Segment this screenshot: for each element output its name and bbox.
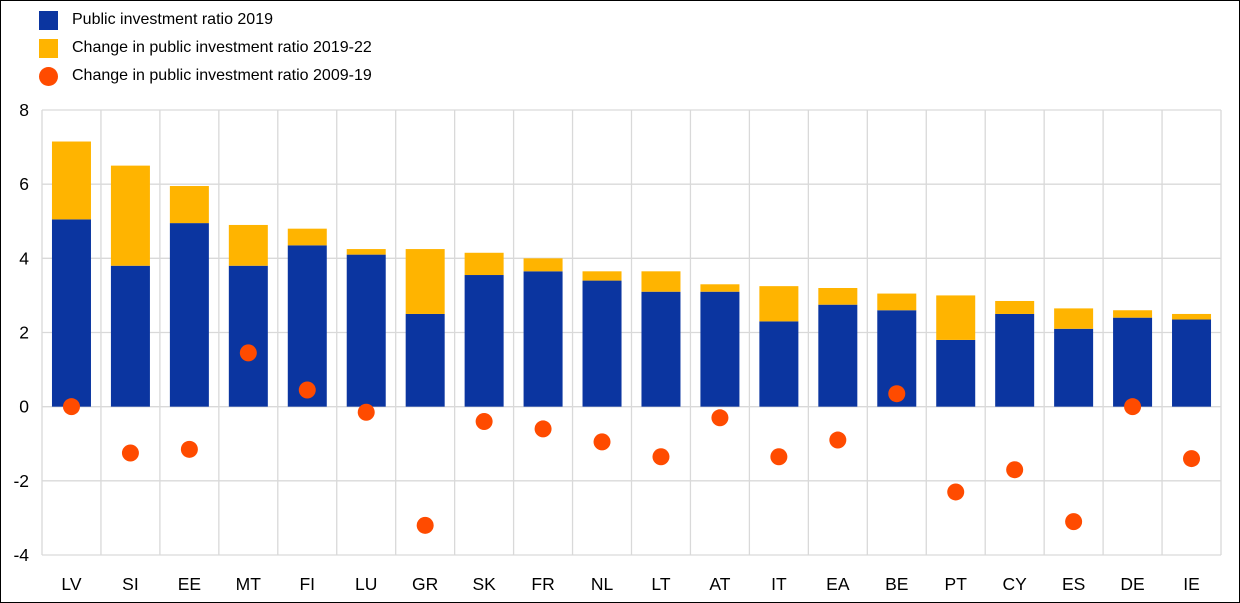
dot-change-2009-19 xyxy=(475,413,493,430)
x-axis-category-label: ES xyxy=(1062,574,1085,594)
x-axis-category-label: SI xyxy=(122,574,139,594)
bar-segment-change-2019-22 xyxy=(346,249,386,255)
yellow-square-legend-icon xyxy=(39,38,58,58)
blue-square-legend-icon xyxy=(39,10,58,30)
x-axis-category-label: AT xyxy=(709,574,730,594)
bar-segment-2019 xyxy=(51,219,91,407)
legend-item-change-2019-22: Change in public investment ratio 2019-2… xyxy=(39,34,372,62)
dot-change-2009-19 xyxy=(416,516,434,534)
bar-segment-change-2019-22 xyxy=(1054,308,1094,329)
bar-segment-change-2019-22 xyxy=(759,286,799,322)
x-axis-category-label: EA xyxy=(826,574,850,594)
dot-change-2009-19 xyxy=(829,431,847,449)
dot-change-2009-19 xyxy=(180,440,198,458)
bar-segment-2019 xyxy=(995,313,1035,407)
dot-change-2009-19 xyxy=(239,344,257,362)
x-axis-category-label: FI xyxy=(299,574,315,594)
dot-change-2009-19 xyxy=(770,448,788,466)
chart-legend: Public investment ratio 2019 Change in p… xyxy=(39,6,372,90)
x-axis-category-label: BE xyxy=(885,574,908,594)
bar-segment-2019 xyxy=(464,275,504,407)
dot-change-2009-19 xyxy=(1183,450,1201,468)
x-axis-category-label: DE xyxy=(1120,574,1144,594)
bar-segment-change-2019-22 xyxy=(51,141,91,220)
y-axis-tick-label: -2 xyxy=(13,471,29,491)
legend-item-change-2009-19: Change in public investment ratio 2009-1… xyxy=(39,62,372,90)
y-axis-tick-label: 4 xyxy=(19,248,29,268)
dot-change-2009-19 xyxy=(1065,513,1083,531)
x-axis-category-label: SK xyxy=(472,574,496,594)
y-axis-tick-label: 8 xyxy=(19,100,29,120)
bar-segment-2019 xyxy=(228,265,268,407)
dot-change-2009-19 xyxy=(1124,398,1142,416)
dot-change-2009-19 xyxy=(711,409,729,427)
bar-segment-change-2019-22 xyxy=(995,300,1035,314)
bar-segment-2019 xyxy=(523,271,563,407)
y-axis-tick-label: -4 xyxy=(13,545,29,565)
x-axis-category-label: FR xyxy=(531,574,554,594)
bar-segment-2019 xyxy=(582,280,622,407)
dot-change-2009-19 xyxy=(888,385,906,403)
x-axis-category-label: LU xyxy=(355,574,377,594)
bar-segment-change-2019-22 xyxy=(700,284,740,292)
legend-label-2019: Public investment ratio 2019 xyxy=(72,11,273,28)
bar-segment-2019 xyxy=(169,223,209,407)
bar-segment-2019 xyxy=(405,313,445,407)
bar-segment-change-2019-22 xyxy=(228,224,268,266)
bar-segment-change-2019-22 xyxy=(877,293,917,311)
x-axis-category-label: PT xyxy=(945,574,968,594)
bar-segment-change-2019-22 xyxy=(818,288,858,305)
bar-segment-2019 xyxy=(936,339,976,407)
dot-change-2009-19 xyxy=(534,420,552,438)
bar-segment-2019 xyxy=(110,265,150,407)
bar-segment-2019 xyxy=(346,254,386,407)
dot-change-2009-19 xyxy=(62,398,80,416)
dot-change-2009-19 xyxy=(1006,461,1024,479)
bar-segment-2019 xyxy=(759,321,799,407)
x-axis-category-label: LT xyxy=(651,574,670,594)
x-axis-category-label: EE xyxy=(178,574,201,594)
bar-segment-change-2019-22 xyxy=(169,186,209,224)
dot-change-2009-19 xyxy=(652,448,670,466)
x-axis-category-label: IT xyxy=(771,574,787,594)
orange-dot-legend-icon xyxy=(39,66,58,86)
bar-segment-change-2019-22 xyxy=(523,258,563,272)
x-axis-category-label: GR xyxy=(412,574,438,594)
x-axis-category-label: LV xyxy=(61,574,81,594)
dot-change-2009-19 xyxy=(121,444,139,462)
bar-segment-change-2019-22 xyxy=(641,271,681,292)
bar-segment-2019 xyxy=(1054,328,1094,407)
dot-change-2009-19 xyxy=(298,381,316,399)
y-axis-tick-label: 0 xyxy=(19,397,29,417)
bar-segment-2019 xyxy=(1172,319,1212,407)
bar-segment-change-2019-22 xyxy=(287,228,327,246)
bar-segment-2019 xyxy=(818,304,858,407)
legend-label-change-2019-22: Change in public investment ratio 2019-2… xyxy=(72,39,372,56)
y-axis-tick-label: 6 xyxy=(19,174,29,194)
legend-label-change-2009-19: Change in public investment ratio 2009-1… xyxy=(72,67,372,84)
dot-change-2009-19 xyxy=(593,433,611,451)
x-axis-category-label: MT xyxy=(236,574,262,594)
x-axis-category-label: CY xyxy=(1003,574,1028,594)
bar-segment-2019 xyxy=(1113,317,1153,407)
dot-change-2009-19 xyxy=(357,403,375,421)
bar-segment-change-2019-22 xyxy=(582,271,622,281)
bar-segment-change-2019-22 xyxy=(1172,313,1212,320)
bar-segment-change-2019-22 xyxy=(1113,310,1153,318)
bar-segment-change-2019-22 xyxy=(936,295,976,340)
y-axis-tick-label: 2 xyxy=(19,323,29,343)
x-axis-category-label: NL xyxy=(591,574,614,594)
bar-segment-change-2019-22 xyxy=(110,165,150,266)
bar-segment-change-2019-22 xyxy=(464,252,504,276)
bar-segment-change-2019-22 xyxy=(405,249,445,314)
bar-segment-2019 xyxy=(641,291,681,407)
legend-item-2019: Public investment ratio 2019 xyxy=(39,6,372,34)
bar-segment-2019 xyxy=(287,245,327,407)
x-axis-category-label: IE xyxy=(1183,574,1200,594)
bar-segment-2019 xyxy=(700,291,740,407)
dot-change-2009-19 xyxy=(947,483,965,501)
